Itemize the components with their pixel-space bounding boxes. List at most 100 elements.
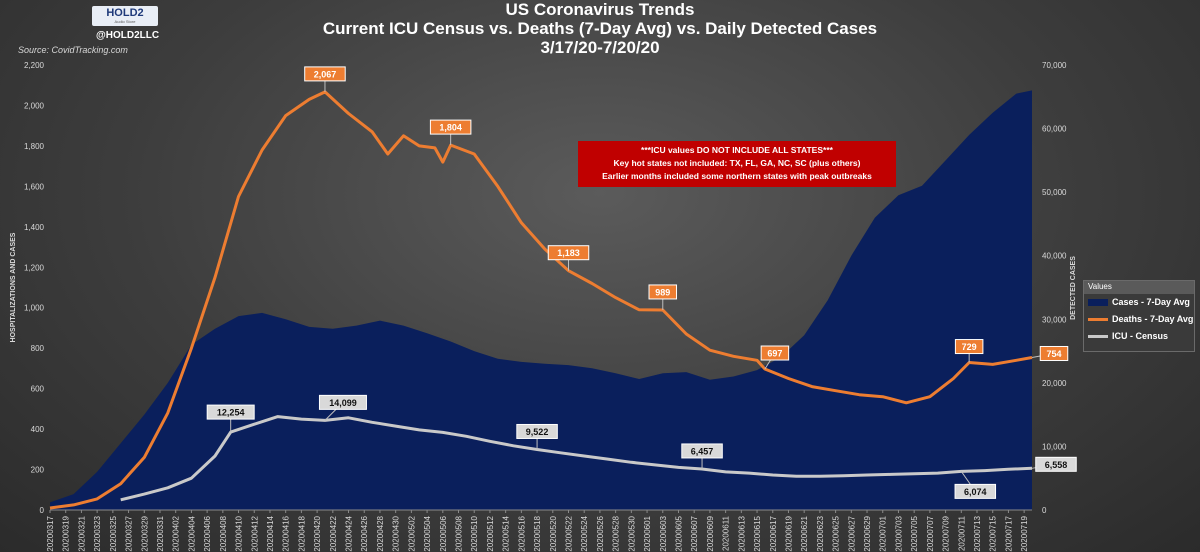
legend-item-icu: ICU - Census [1084, 328, 1194, 345]
y-left-tick-label: 200 [31, 466, 45, 475]
x-tick-label: 20200508 [455, 515, 464, 551]
x-tick-label: 20200412 [250, 515, 259, 551]
y-right-tick-label: 60,000 [1042, 125, 1067, 134]
legend-label-icu: ICU - Census [1112, 331, 1169, 341]
x-tick-label: 20200416 [282, 515, 291, 551]
x-tick-label: 20200715 [989, 515, 998, 551]
y-right-tick-label: 70,000 [1042, 61, 1067, 70]
x-tick-label: 20200426 [360, 515, 369, 551]
data-label-box [760, 345, 790, 361]
y-left-tick-label: 1,200 [24, 263, 45, 272]
data-label-box [547, 245, 590, 261]
icu-data-label: 6,457 [691, 446, 714, 456]
data-label-box [954, 483, 997, 499]
data-label-box [681, 443, 723, 459]
y-right-axis-title: DETECTED CASES [1070, 256, 1077, 320]
x-tick-label: 20200617 [769, 515, 778, 551]
data-label-box [1039, 345, 1069, 361]
x-tick-label: 20200418 [297, 515, 306, 551]
cases-area [50, 90, 1032, 511]
x-tick-label: 20200605 [674, 515, 683, 551]
x-tick-label: 20200701 [879, 515, 888, 551]
logo-subtext: Audio Store [114, 19, 136, 24]
x-tick-label: 20200518 [533, 515, 542, 551]
x-tick-label: 20200420 [313, 515, 322, 551]
icu-data-label: 6,074 [964, 487, 987, 497]
chart-title-line1: US Coronavirus Trends [505, 0, 695, 19]
y-right-tick-label: 30,000 [1042, 315, 1067, 324]
legend-swatch-cases [1088, 299, 1108, 306]
data-label-box [304, 66, 346, 82]
x-tick-label: 20200520 [549, 515, 558, 551]
x-tick-label: 20200526 [596, 515, 605, 551]
x-tick-label: 20200711 [957, 515, 966, 551]
x-tick-label: 20200422 [329, 515, 338, 551]
y-left-tick-label: 1,600 [24, 182, 45, 191]
x-tick-label: 20200607 [690, 515, 699, 551]
deaths-data-label: 2,067 [314, 69, 337, 79]
hold2-logo: HOLD2 Audio Store [92, 6, 158, 26]
icu-data-label: 14,099 [329, 398, 357, 408]
icu-disclaimer-box: ***ICU values DO NOT INCLUDE ALL STATES*… [578, 141, 896, 187]
icu-data-label: 9,522 [526, 427, 549, 437]
legend-label-cases: Cases - 7-Day Avg [1112, 297, 1190, 307]
x-tick-label: 20200512 [486, 515, 495, 551]
y-left-tick-label: 1,000 [24, 304, 45, 313]
x-tick-label: 20200424 [345, 515, 354, 551]
x-tick-label: 20200524 [580, 515, 589, 551]
x-tick-label: 20200705 [910, 515, 919, 551]
legend-header: Values [1084, 281, 1194, 294]
y-left-axis-title: HOSPITALIZATIONS AND CASES [10, 232, 17, 342]
y-right-tick-label: 0 [1042, 506, 1047, 515]
x-tick-label: 20200430 [392, 515, 401, 551]
data-label-box [954, 339, 984, 355]
y-right-tick-label: 40,000 [1042, 252, 1067, 261]
x-tick-label: 20200707 [926, 515, 935, 551]
x-tick-label: 20200522 [564, 515, 573, 551]
legend-swatch-icu [1088, 335, 1108, 338]
x-tick-label: 20200719 [1020, 515, 1029, 551]
x-tick-label: 20200613 [737, 515, 746, 551]
deaths-data-label: 729 [962, 342, 977, 352]
x-tick-label: 20200317 [46, 515, 55, 551]
x-tick-label: 20200504 [423, 515, 432, 551]
icu-data-label: 12,254 [217, 408, 245, 418]
x-tick-label: 20200406 [203, 515, 212, 551]
y-left-tick-label: 1,400 [24, 223, 45, 232]
x-tick-label: 20200325 [109, 515, 118, 551]
x-tick-label: 20200319 [62, 515, 71, 551]
x-tick-label: 20200609 [706, 515, 715, 551]
disclaimer-line2: Key hot states not included: TX, FL, GA,… [613, 158, 861, 168]
logo-text: HOLD2 [106, 7, 144, 19]
x-tick-label: 20200629 [863, 515, 872, 551]
x-tick-label: 20200615 [753, 515, 762, 551]
x-tick-label: 20200408 [219, 515, 228, 551]
y-right-tick-label: 50,000 [1042, 188, 1067, 197]
x-tick-label: 20200528 [612, 515, 621, 551]
y-left-tick-label: 0 [40, 506, 45, 515]
x-tick-label: 20200623 [816, 515, 825, 551]
x-tick-label: 20200625 [832, 515, 841, 551]
x-tick-label: 20200619 [784, 515, 793, 551]
brand-handle: @HOLD2LLC [96, 30, 160, 41]
legend-item-cases: Cases - 7-Day Avg [1084, 294, 1194, 311]
disclaimer-line1: ***ICU values DO NOT INCLUDE ALL STATES*… [641, 145, 833, 155]
x-tick-label: 20200329 [140, 515, 149, 551]
x-tick-label: 20200502 [407, 515, 416, 551]
x-tick-label: 20200611 [722, 515, 731, 551]
source-note: Source: CovidTracking.com [18, 45, 128, 55]
deaths-line [49, 90, 1033, 510]
data-label-box [429, 119, 472, 135]
data-label-box [516, 423, 558, 439]
data-label-box [648, 284, 678, 300]
y-right-tick-label: 20,000 [1042, 379, 1067, 388]
chart-title-line3: 3/17/20-7/20/20 [540, 38, 660, 57]
x-tick-label: 20200506 [439, 515, 448, 551]
x-tick-label: 20200603 [659, 515, 668, 551]
deaths-data-label: 754 [1046, 349, 1061, 359]
x-tick-label: 20200703 [894, 515, 903, 551]
x-tick-label: 20200402 [172, 515, 181, 551]
x-tick-label: 20200709 [942, 515, 951, 551]
x-tick-label: 20200717 [1004, 515, 1013, 551]
